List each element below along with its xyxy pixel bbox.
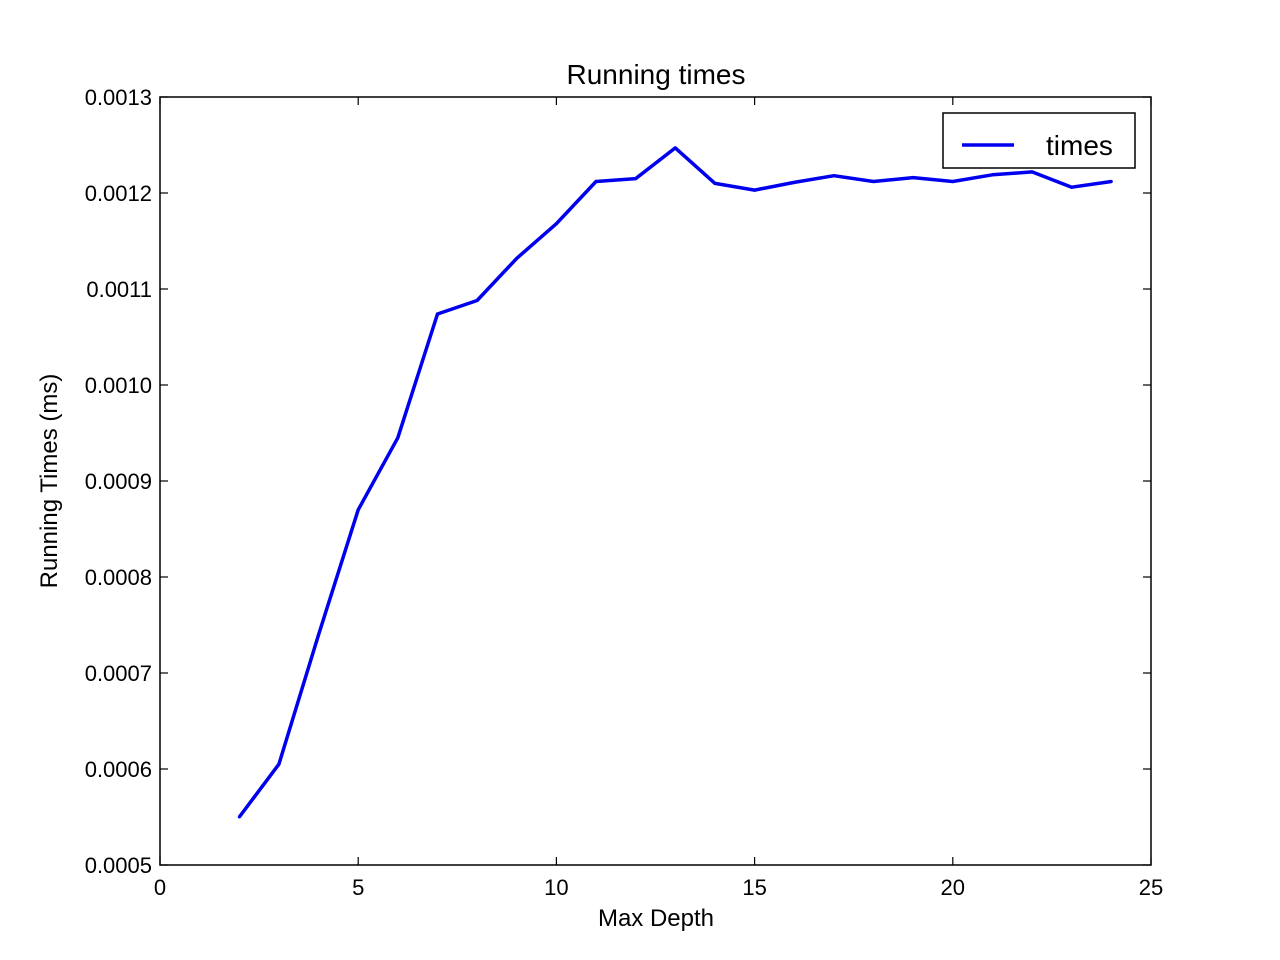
data-point (951, 179, 955, 183)
data-point (832, 174, 836, 178)
data-point (792, 180, 796, 184)
data-point (554, 222, 558, 226)
data-point (317, 633, 321, 637)
data-point (277, 762, 281, 766)
y-tick-label: 0.0008 (85, 565, 152, 590)
y-tick-label: 0.0010 (85, 373, 152, 398)
x-tick-label: 20 (941, 875, 965, 900)
data-point (515, 256, 519, 260)
x-tick-label: 15 (742, 875, 766, 900)
y-tick-label: 0.0007 (85, 661, 152, 686)
data-point (634, 177, 638, 181)
y-tick-label: 0.0013 (85, 85, 152, 110)
data-point (911, 176, 915, 180)
data-point (1030, 170, 1034, 174)
data-point (673, 146, 677, 150)
y-tick-label: 0.0011 (86, 277, 152, 302)
data-point (475, 299, 479, 303)
x-tick-label: 10 (544, 875, 568, 900)
y-tick-label: 0.0005 (85, 853, 152, 878)
x-tick-label: 0 (154, 875, 166, 900)
data-point (237, 815, 241, 819)
x-tick-label: 5 (352, 875, 364, 900)
data-point (872, 179, 876, 183)
data-point (753, 188, 757, 192)
data-point (1109, 179, 1113, 183)
data-point (1070, 185, 1074, 189)
plot-frame (159, 96, 1152, 866)
data-point (594, 179, 598, 183)
y-axis-label: Running Times (ms) (36, 374, 63, 589)
data-point (356, 508, 360, 512)
data-point (990, 173, 994, 177)
data-point (435, 312, 439, 316)
y-tick-label: 0.0006 (85, 757, 152, 782)
data-point (396, 436, 400, 440)
plot-area (237, 146, 1113, 819)
x-tick-label: 25 (1139, 875, 1163, 900)
series-line-times (237, 146, 1112, 819)
legend-box (942, 112, 1136, 169)
y-tick-label: 0.0009 (85, 469, 152, 494)
data-point (713, 181, 717, 185)
x-axis-label: Max Depth (598, 905, 714, 932)
chart-title: Running times (567, 59, 746, 90)
legend-label-times: times (1046, 130, 1113, 161)
axis-ticks: 0 5 10 15 20 25 0.0005 0.0006 0.0007 0.0008 0.0009… (85, 85, 1164, 900)
legend: times (942, 112, 1136, 169)
y-tick-label: 0.0012 (85, 181, 152, 206)
